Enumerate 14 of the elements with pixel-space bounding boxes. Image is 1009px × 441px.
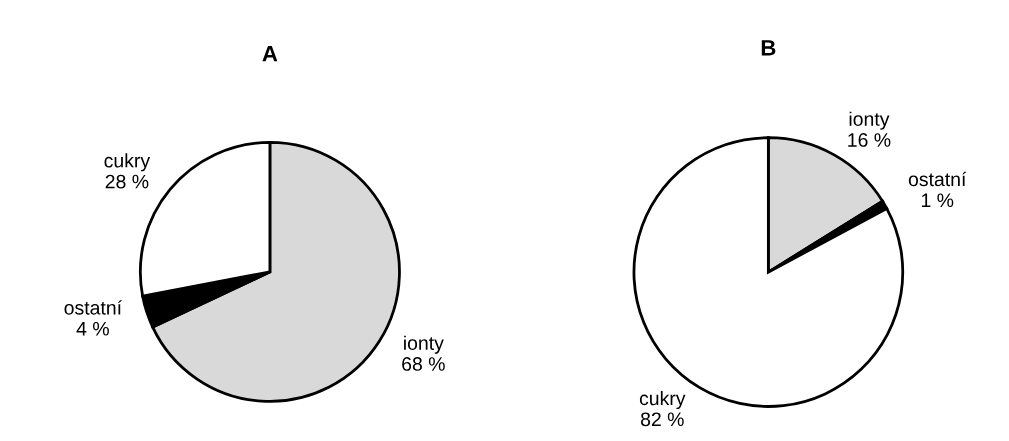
slice-label: ionty xyxy=(849,111,890,130)
slice-label: cukry xyxy=(639,390,686,410)
data-label: 82 % xyxy=(640,412,684,427)
data-label: 1 % xyxy=(921,193,954,208)
data-label: 68 % xyxy=(402,357,445,371)
slice-label: ostatní xyxy=(64,300,122,315)
slice-label: ostatní xyxy=(908,171,967,187)
slice-label: ionty xyxy=(404,335,444,354)
chart-title: A xyxy=(262,46,278,62)
data-label: 16 % xyxy=(848,133,891,147)
data-label: 28 % xyxy=(105,174,149,189)
data-label: 4 % xyxy=(76,321,109,336)
chart-title: B xyxy=(761,40,776,56)
slice-label: cukry xyxy=(104,153,151,172)
